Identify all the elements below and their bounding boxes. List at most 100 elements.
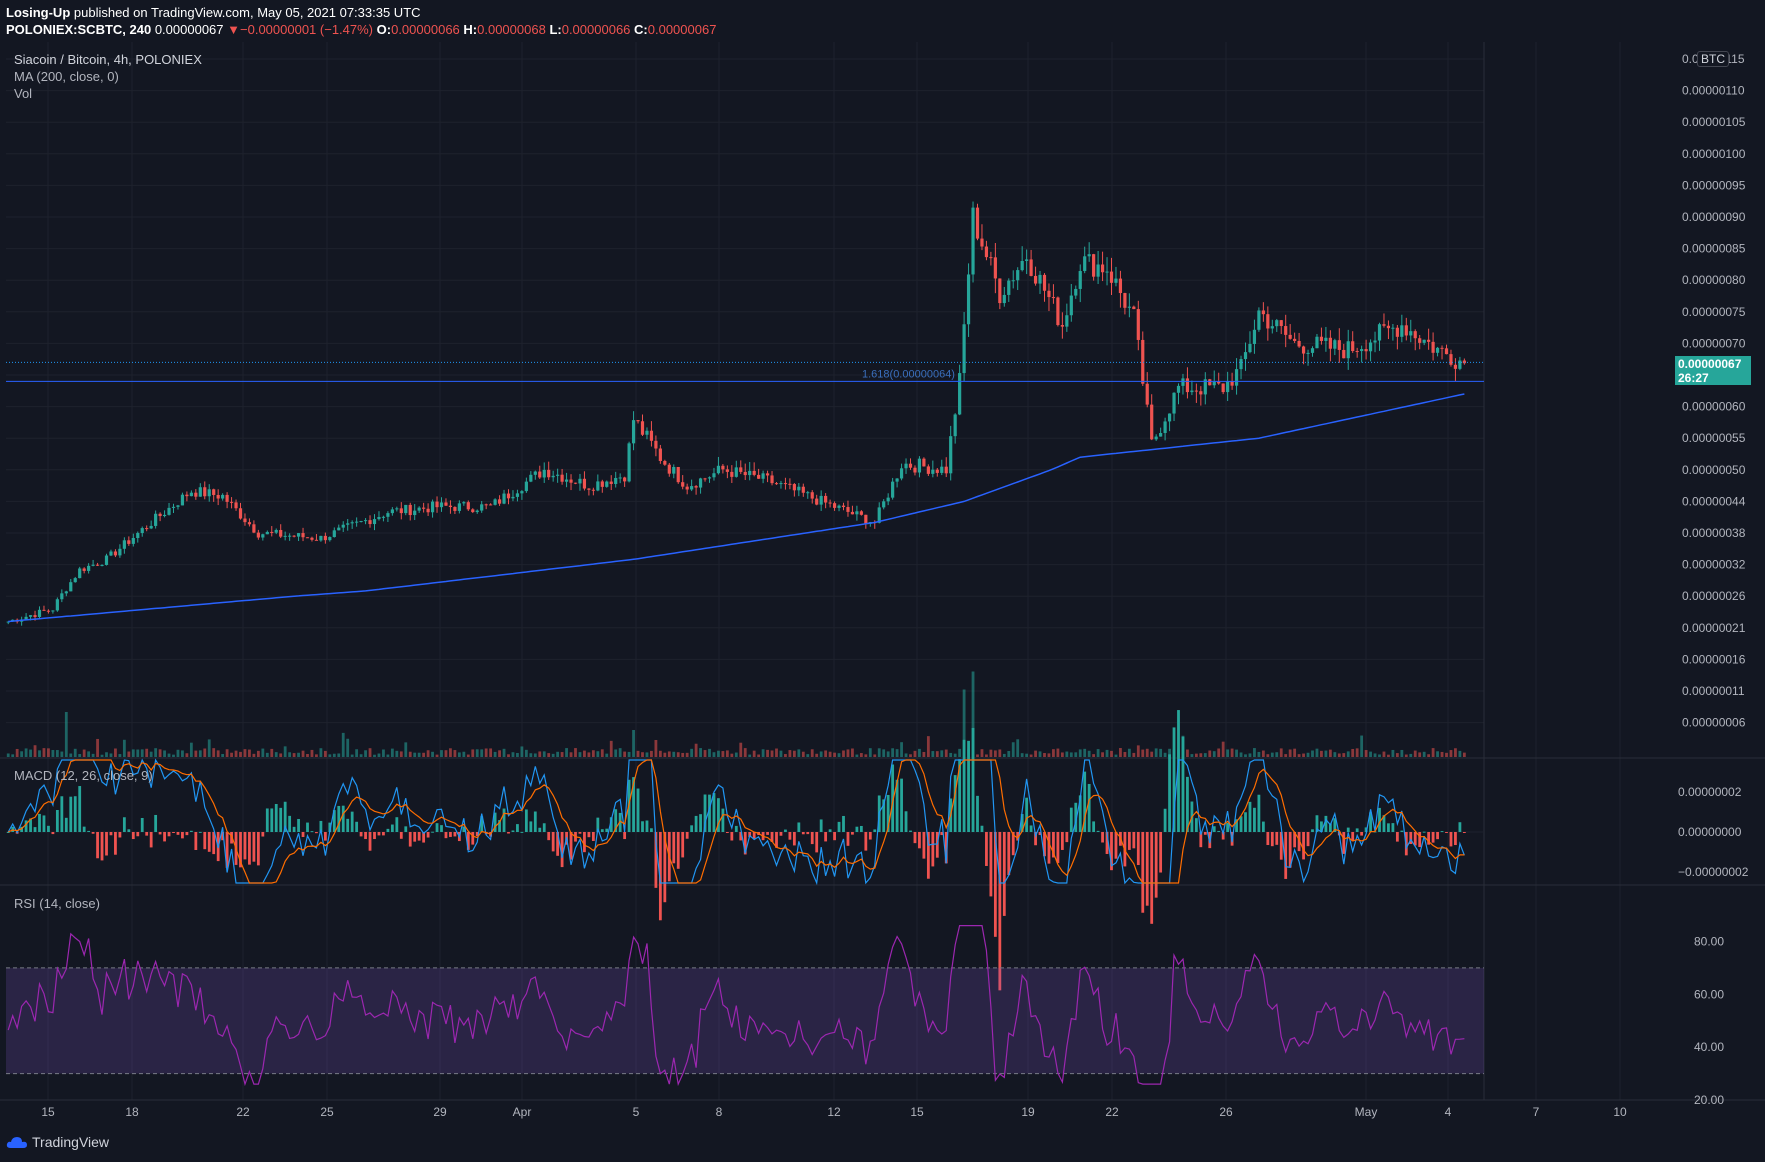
candle-down xyxy=(1431,341,1435,353)
candle-up xyxy=(631,420,636,444)
volume-bar xyxy=(288,752,292,757)
macd-bar xyxy=(1244,812,1247,832)
candle-down xyxy=(832,503,837,508)
macd-bar xyxy=(788,832,792,840)
volume-bar xyxy=(609,740,613,757)
candle-up xyxy=(614,477,618,484)
candle-down xyxy=(1351,341,1355,352)
macd-bar xyxy=(1083,771,1087,832)
open-label: O: xyxy=(376,22,392,37)
macd-bar xyxy=(118,832,122,838)
macd-bar xyxy=(685,832,689,839)
candle-down xyxy=(975,207,980,239)
time-tick-label: 12 xyxy=(827,1105,841,1119)
price-tick-label: 0.00000070 xyxy=(1682,336,1746,350)
time-tick-label: 5 xyxy=(633,1105,640,1119)
volume-bar xyxy=(33,745,37,757)
macd-bar xyxy=(1458,822,1462,832)
macd-bar xyxy=(864,832,868,851)
candle-down xyxy=(1123,293,1127,308)
candle-down xyxy=(185,494,189,497)
tradingview-logo[interactable]: TradingView xyxy=(6,1134,109,1150)
volume-bar xyxy=(207,739,211,757)
volume-bar xyxy=(824,750,828,757)
macd-bar xyxy=(1422,831,1426,833)
candle-down xyxy=(1297,340,1301,347)
candle-down xyxy=(489,504,493,506)
volume-bar xyxy=(1043,753,1046,757)
macd-bar xyxy=(1007,832,1011,876)
volume-bar xyxy=(801,751,805,757)
volume-bar xyxy=(1404,754,1408,757)
rsi-legend[interactable]: RSI (14, close) xyxy=(14,896,100,911)
candle-down xyxy=(685,486,689,490)
candle-up xyxy=(529,474,533,482)
candle-up xyxy=(1154,436,1158,440)
volume-bar xyxy=(274,752,278,757)
candle-up xyxy=(1167,413,1172,422)
volume-bar xyxy=(1279,748,1283,757)
volume-bar xyxy=(1387,754,1390,757)
volume-bar xyxy=(1186,749,1189,757)
volume-bar xyxy=(895,749,899,757)
volume-bar xyxy=(105,752,108,757)
change-value: −0.00000001 (−1.47%) xyxy=(240,22,374,37)
macd-bar xyxy=(198,831,202,833)
volume-bar xyxy=(131,749,135,757)
macd-bar xyxy=(918,832,921,849)
volume-bar xyxy=(475,749,479,757)
volume-bar xyxy=(1052,749,1055,757)
candle-up xyxy=(1212,381,1216,386)
volume-bar xyxy=(1364,750,1368,757)
candle-up xyxy=(377,516,381,520)
candle-down xyxy=(323,535,327,541)
macd-bar xyxy=(681,832,685,858)
macd-bar xyxy=(82,826,86,832)
candle-up xyxy=(261,534,265,538)
macd-bar xyxy=(926,832,930,879)
volume-bar xyxy=(654,739,658,757)
macd-bar xyxy=(882,799,886,832)
macd-tick-label: −0.00000002 xyxy=(1678,865,1749,879)
volume-bar xyxy=(1217,748,1221,757)
macd-bar xyxy=(1203,832,1207,835)
candle-down xyxy=(1444,348,1449,355)
candle-up xyxy=(154,513,158,526)
candle-up xyxy=(551,475,555,478)
ohlc-line: POLONIEX:SCBTC, 240 0.00000067 ▼−0.00000… xyxy=(6,22,716,37)
candle-up xyxy=(962,324,966,374)
volume-bar xyxy=(748,754,752,757)
macd-bar xyxy=(435,823,439,832)
symbol-label[interactable]: POLONIEX:SCBTC, 240 xyxy=(6,22,152,37)
macd-bar xyxy=(1096,830,1100,832)
volume-bar xyxy=(855,754,859,757)
macd-bar xyxy=(708,794,711,832)
volume-bar xyxy=(632,730,635,757)
volume-bar xyxy=(390,748,394,757)
candle-up xyxy=(748,470,752,476)
signal-line xyxy=(7,759,1465,884)
macd-legend[interactable]: MACD (12, 26, close, 9) xyxy=(14,768,153,783)
macd-bar xyxy=(131,832,135,840)
ma-legend[interactable]: MA (200, close, 0) xyxy=(14,69,119,84)
macd-bar xyxy=(64,817,68,832)
volume-bar xyxy=(1020,753,1024,757)
volume-bar xyxy=(583,750,586,757)
volume-bar xyxy=(1324,750,1328,757)
candle-up xyxy=(1016,270,1020,281)
vol-legend[interactable]: Vol xyxy=(14,86,33,101)
macd-bar xyxy=(73,796,77,832)
macd-bar xyxy=(440,825,443,832)
candle-up xyxy=(891,481,895,498)
chart-title-legend[interactable]: Siacoin / Bitcoin, 4h, POLONIEX xyxy=(14,52,202,67)
time-tick-label: 25 xyxy=(320,1105,334,1119)
volume-bar xyxy=(833,752,836,757)
volume-bar xyxy=(877,748,881,757)
author-name[interactable]: Losing-Up xyxy=(6,5,71,20)
volume-bar xyxy=(1400,749,1404,757)
macd-bar xyxy=(641,821,644,832)
macd-bar xyxy=(524,809,528,832)
currency-tag[interactable]: BTC xyxy=(1697,51,1729,67)
candle-down xyxy=(926,466,930,474)
